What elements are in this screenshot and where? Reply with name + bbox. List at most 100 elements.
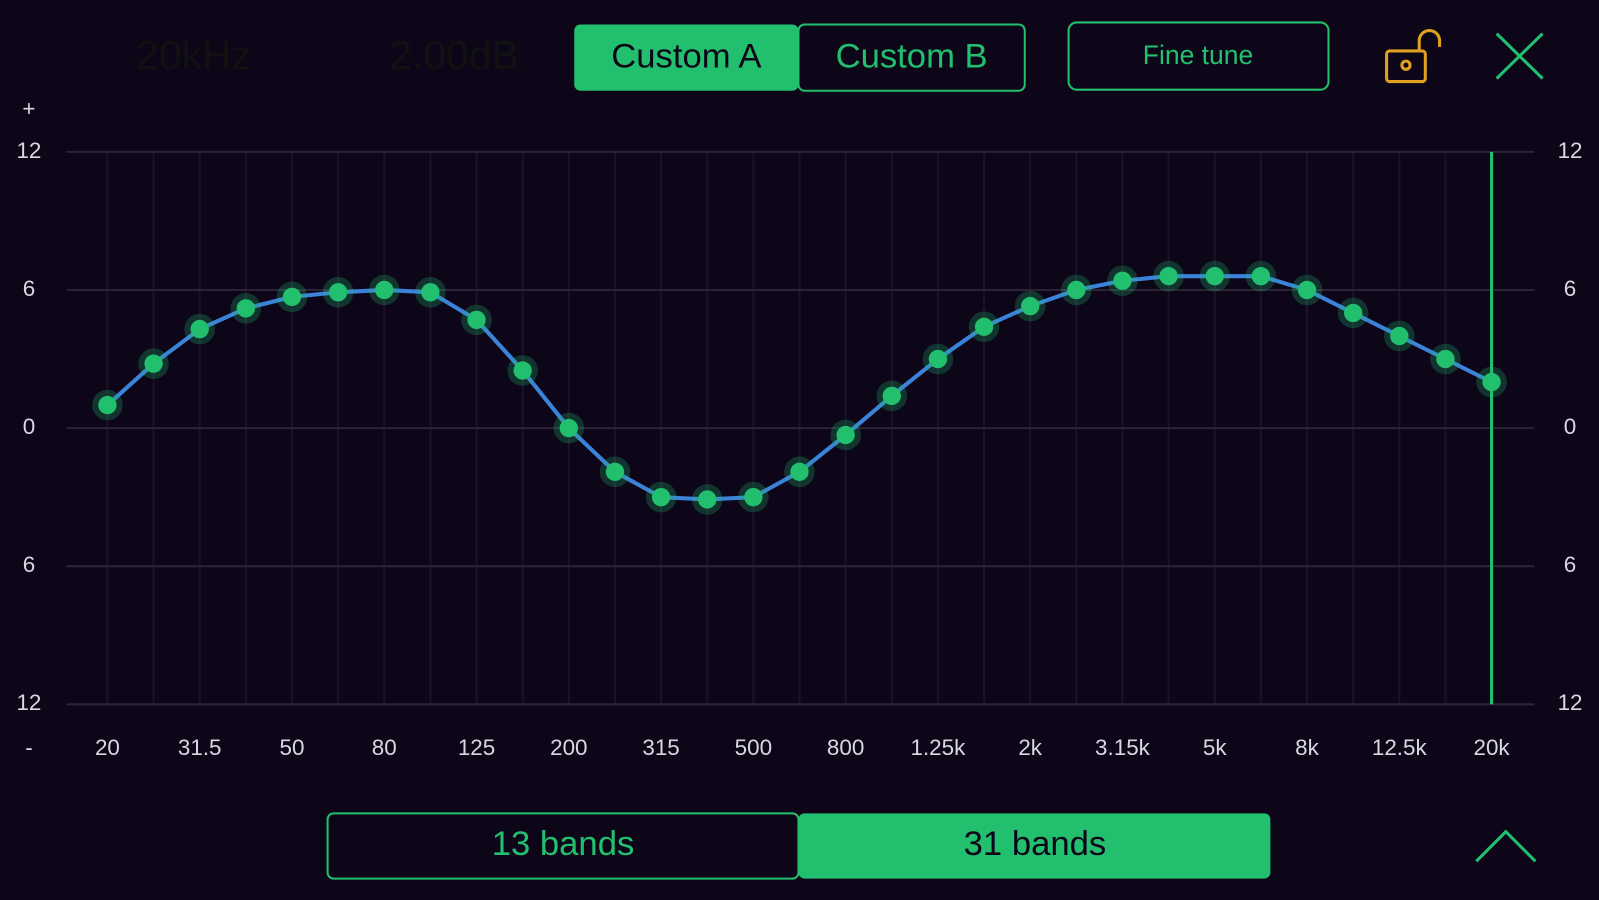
handle-dot xyxy=(1021,296,1040,316)
band-handle[interactable] xyxy=(507,355,538,386)
eq-plot: 12 12 6 6 0 0 6 6 12 12 20 31.5 50 80 125 200 315 500 800 1… xyxy=(16,138,1582,760)
fine-tune-button[interactable]: Fine tune xyxy=(1067,21,1330,91)
x-tick-label: 8k xyxy=(1295,735,1319,760)
x-tick-label: 2k xyxy=(1018,735,1042,760)
band-handle[interactable] xyxy=(1430,343,1461,375)
handle-dot xyxy=(1159,266,1178,286)
handle-dot xyxy=(1113,271,1132,290)
y2-tick-label: 6 xyxy=(1564,552,1576,577)
band-handle[interactable] xyxy=(1384,320,1415,352)
expand-chevron[interactable] xyxy=(1475,829,1537,863)
preset-b-button[interactable]: Custom B xyxy=(797,23,1026,92)
lock-shackle xyxy=(1417,29,1442,51)
handle-dot xyxy=(651,487,671,507)
bands-13-button[interactable]: 13 bands xyxy=(326,812,800,880)
band-handle[interactable] xyxy=(368,274,400,306)
plus-sign: + xyxy=(22,96,35,121)
bands-31-bg xyxy=(798,813,1271,879)
handle-dot xyxy=(1390,326,1409,346)
band-handle[interactable] xyxy=(922,343,954,375)
x-tick-label: 500 xyxy=(735,735,772,760)
close-button[interactable] xyxy=(1495,32,1544,80)
band-handle[interactable] xyxy=(138,348,169,379)
handle-dot xyxy=(1205,266,1224,286)
handle-dot xyxy=(605,462,625,481)
band-handle[interactable] xyxy=(230,293,262,324)
preset-b-label: Custom B xyxy=(836,37,988,75)
minus-sign: - xyxy=(25,735,32,760)
x-tick-label: 200 xyxy=(550,735,587,760)
band-handle[interactable] xyxy=(1107,265,1138,297)
handle-dot xyxy=(559,418,578,438)
lock-icon[interactable] xyxy=(1385,29,1442,84)
bands-13-label: 13 bands xyxy=(492,825,635,863)
handle-dot xyxy=(1297,280,1317,300)
y-tick-label: 6 xyxy=(23,276,35,301)
bands-31-button[interactable]: 31 bands xyxy=(798,813,1271,879)
band-handle[interactable] xyxy=(1245,260,1277,292)
y-tick-label: 12 xyxy=(16,138,41,163)
y-tick-label: 0 xyxy=(23,414,35,439)
x-tick-label: 80 xyxy=(372,735,397,760)
x-tick-label: 50 xyxy=(280,735,305,760)
band-handle[interactable] xyxy=(830,419,861,451)
x-tick-label: 20k xyxy=(1474,735,1511,760)
handle-dot xyxy=(513,361,532,380)
handle-dot xyxy=(467,310,486,330)
handle-dot xyxy=(421,283,440,302)
x-tick-label: 12.5k xyxy=(1372,735,1428,760)
handle-dot xyxy=(190,319,209,339)
lock-hole xyxy=(1400,59,1412,71)
handle-dot xyxy=(1436,349,1455,369)
handle-dot xyxy=(328,283,348,302)
x-tick-label: 315 xyxy=(642,735,679,760)
handle-dot xyxy=(836,425,855,445)
x-tick-label: 20 xyxy=(95,735,120,760)
band-handle[interactable] xyxy=(1153,260,1184,292)
y2-tick-label: 6 xyxy=(1564,276,1576,301)
x-tick-label: 3.15k xyxy=(1095,735,1151,760)
band-handle[interactable] xyxy=(1014,290,1046,322)
y-tick-label: 12 xyxy=(16,690,41,715)
band-handle[interactable] xyxy=(553,412,585,444)
band-handle[interactable] xyxy=(1337,297,1369,329)
frequency-readout: 20kHz xyxy=(136,32,252,78)
band-handle[interactable] xyxy=(322,276,354,308)
gain-readout: 2.00dB xyxy=(389,32,518,78)
band-handle[interactable] xyxy=(968,311,1000,343)
preset-a-label: Custom A xyxy=(611,37,762,75)
x-tick-label: 5k xyxy=(1203,735,1227,760)
band-handle[interactable] xyxy=(276,281,308,313)
band-handle[interactable] xyxy=(184,313,215,345)
handle-dot xyxy=(236,299,256,318)
preset-a-button[interactable]: Custom A xyxy=(574,24,799,91)
close-stroke xyxy=(1495,32,1544,80)
bands-31-label: 31 bands xyxy=(964,825,1107,863)
band-handle[interactable] xyxy=(738,481,769,513)
band-handle[interactable] xyxy=(1291,274,1323,306)
band-handle[interactable] xyxy=(415,276,446,308)
band-handle[interactable] xyxy=(599,456,631,488)
handle-dot xyxy=(744,487,763,507)
band-handle[interactable] xyxy=(1476,366,1507,398)
band-handle[interactable] xyxy=(1061,274,1092,306)
y2-tick-label: 0 xyxy=(1564,414,1576,439)
band-handle[interactable] xyxy=(784,456,815,488)
x-tick-label: 31.5 xyxy=(178,735,222,760)
band-handle[interactable] xyxy=(876,380,908,412)
band-handle[interactable] xyxy=(645,481,677,513)
preset-b-bg xyxy=(797,23,1026,92)
handle-dot xyxy=(98,395,117,415)
handle-dot xyxy=(375,280,394,300)
band-handle[interactable] xyxy=(691,484,723,515)
handle-dot xyxy=(1067,280,1086,300)
band-handle[interactable] xyxy=(92,389,123,421)
band-handle[interactable] xyxy=(1199,260,1231,292)
handle-dot xyxy=(882,386,901,406)
fine-tune-label: Fine tune xyxy=(1143,40,1254,70)
band-handle[interactable] xyxy=(461,304,492,336)
y2-tick-label: 12 xyxy=(1558,690,1583,715)
y2-tick-label: 12 xyxy=(1558,138,1583,163)
fine-tune-bg xyxy=(1067,21,1330,91)
